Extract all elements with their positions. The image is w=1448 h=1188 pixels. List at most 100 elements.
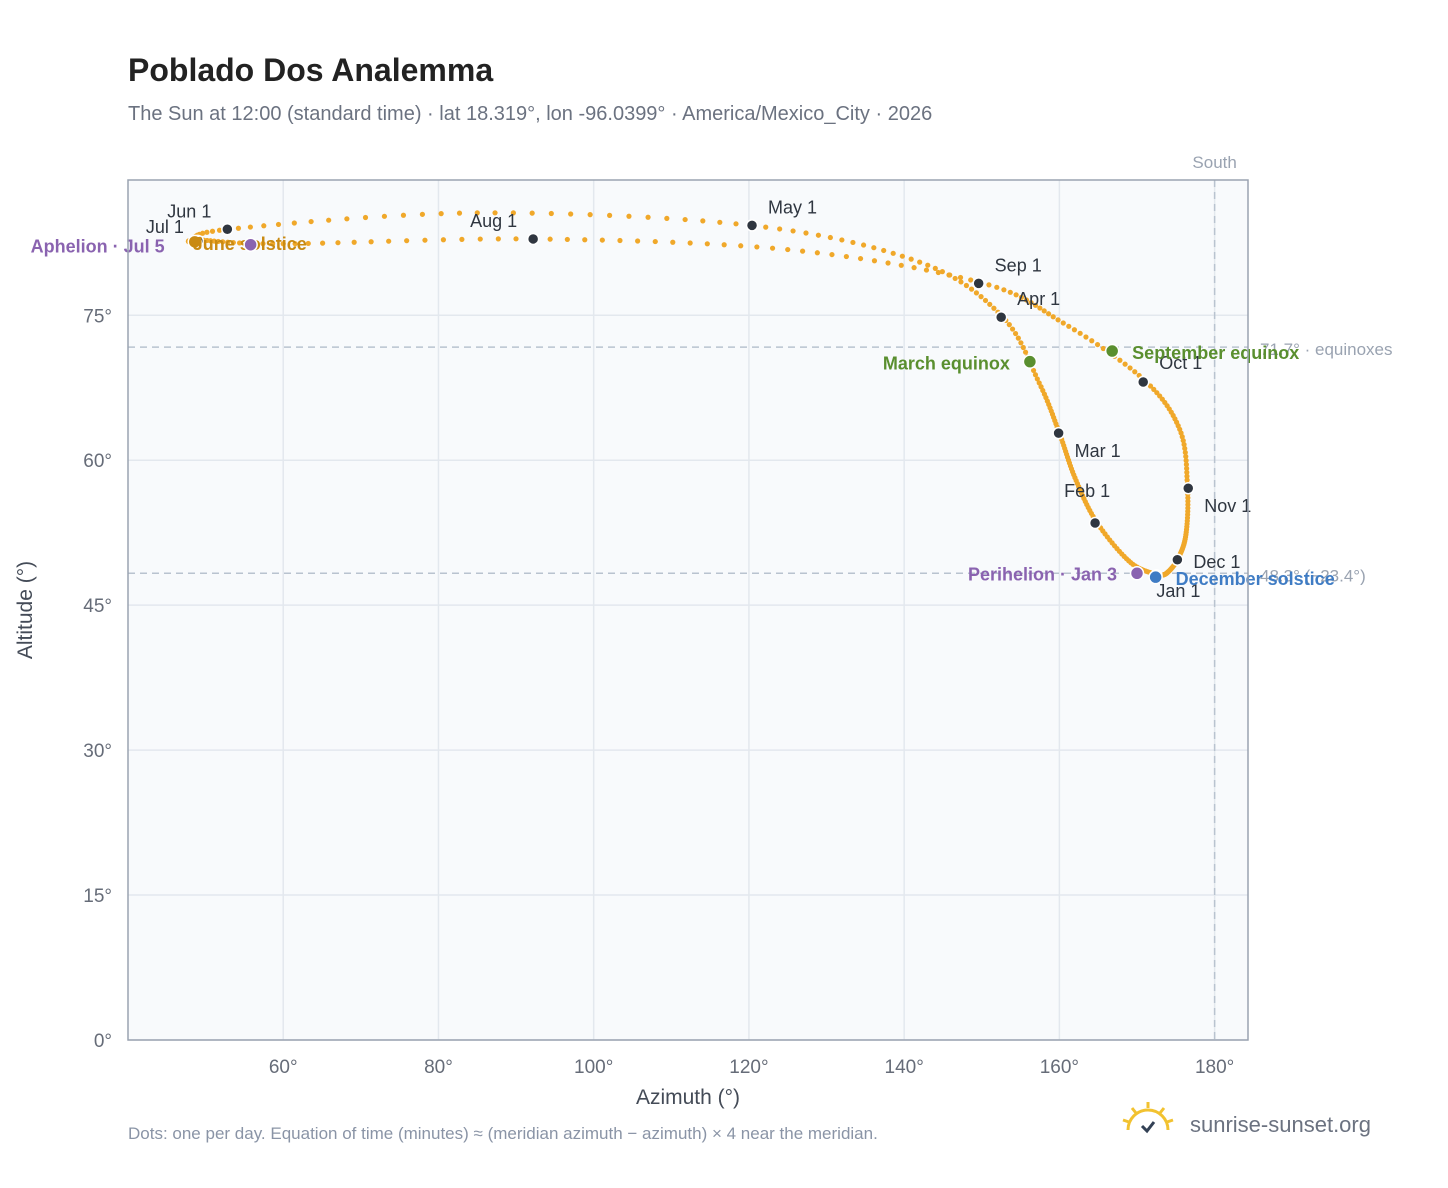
analemma-day-dot — [881, 247, 887, 254]
x-tick-label: 100° — [574, 1057, 613, 1078]
analemma-day-dot — [1015, 335, 1021, 341]
event-marker — [243, 237, 258, 252]
brand-logo-link[interactable]: sunrise-sunset.org — [1120, 1100, 1390, 1148]
analemma-day-dot — [1041, 308, 1047, 314]
analemma-day-dot — [400, 212, 407, 218]
analemma-day-dot — [1009, 326, 1016, 332]
month-marker-label: Sep 1 — [995, 255, 1042, 275]
analemma-day-dot — [269, 241, 276, 247]
analemma-day-dot — [994, 284, 1000, 290]
analemma-day-dot — [1151, 386, 1157, 392]
analemma-day-dot — [326, 217, 332, 223]
analemma-day-dot — [1182, 445, 1188, 452]
analemma-day-dot — [827, 234, 833, 241]
analemma-day-dot — [968, 277, 974, 283]
analemma-day-dot — [1183, 461, 1190, 468]
analemma-day-dot — [548, 210, 554, 217]
analemma-day-dot — [963, 282, 970, 289]
month-marker — [1052, 426, 1065, 440]
analemma-day-dot — [968, 286, 975, 292]
analemma-day-dot — [1034, 376, 1040, 382]
month-marker — [972, 277, 985, 290]
analemma-day-dot — [645, 214, 651, 220]
brand-name: sunrise-sunset.org — [1190, 1112, 1371, 1137]
analemma-day-dot — [247, 224, 253, 230]
analemma-day-dot — [1020, 344, 1026, 351]
analemma-day-dot — [899, 253, 905, 259]
analemma-day-dot — [939, 269, 945, 275]
analemma-day-dot — [564, 236, 570, 243]
analemma-day-dot — [1022, 349, 1029, 355]
analemma-day-dot — [952, 275, 958, 282]
y-tick-label: 75° — [83, 306, 112, 327]
analemma-day-dot — [404, 238, 410, 244]
analemma-day-dot — [225, 239, 231, 245]
analemma-day-dot — [803, 230, 809, 236]
reference-lines: South 71.7° · equinoxes 48.3° (−23.4°) — [128, 153, 1393, 1040]
analemma-day-dot — [687, 240, 693, 246]
event-label: Aphelion · Jul 5 — [31, 237, 165, 257]
analemma-day-dot — [1066, 323, 1072, 329]
y-tick-label: 15° — [83, 886, 112, 907]
x-tick-label: 120° — [729, 1057, 768, 1078]
analemma-day-dot — [890, 250, 896, 256]
analemma-day-dot — [626, 213, 632, 219]
analemma-day-dot — [275, 221, 282, 228]
footnote: Dots: one per day. Equation of time (min… — [128, 1124, 878, 1143]
analemma-day-dot — [261, 223, 267, 229]
analemma-day-dot — [1180, 437, 1186, 444]
analemma-day-dot — [978, 294, 984, 300]
analemma-day-dot — [908, 256, 914, 262]
analemma-day-dot — [917, 259, 923, 265]
analemma-day-dot — [1183, 453, 1189, 460]
event-marker — [1022, 354, 1038, 369]
analemma-day-dot — [220, 239, 226, 245]
analemma-day-dot — [843, 253, 849, 260]
x-axis-title: Azimuth (°) — [636, 1086, 740, 1109]
analemma-day-dot — [721, 242, 727, 248]
month-marker — [1181, 481, 1195, 495]
y-axis-title: Altitude (°) — [14, 561, 37, 659]
analemma-day-dot — [459, 236, 465, 242]
event-label: March equinox — [883, 354, 1010, 374]
analemma-day-dot — [1122, 361, 1128, 367]
analemma-day-dot — [582, 237, 588, 243]
month-marker — [1088, 516, 1102, 530]
analemma-day-dot — [763, 224, 769, 230]
x-tick-label: 60° — [269, 1057, 298, 1078]
analemma-day-dot — [777, 226, 783, 232]
analemma-day-dot — [857, 255, 864, 262]
analemma-day-dot — [492, 210, 498, 216]
event-label: September equinox — [1132, 343, 1299, 363]
analemma-day-dot — [850, 239, 856, 246]
analemma-day-dot — [754, 244, 760, 250]
analemma-day-dot — [973, 290, 980, 296]
plot-frame — [127, 179, 1249, 1041]
y-tick-label: 0° — [94, 1031, 112, 1052]
analemma-day-dot — [790, 228, 796, 234]
analemma-day-dot — [1184, 477, 1190, 483]
analemma-day-dot — [1028, 299, 1034, 306]
month-marker — [526, 232, 540, 246]
analemma-day-dot — [1030, 367, 1037, 374]
month-marker — [221, 223, 234, 236]
month-marker-label: Mar 1 — [1075, 441, 1121, 461]
analemma-day-dot — [1036, 380, 1042, 386]
analemma-day-dot — [368, 239, 374, 245]
analemma-day-dot — [785, 246, 791, 253]
analemma-day-dot — [932, 265, 938, 271]
month-marker-label: Jun 1 — [167, 201, 211, 221]
analemma-day-dot — [260, 241, 266, 247]
analemma-day-dot — [1055, 317, 1061, 323]
analemma-day-dot — [987, 301, 993, 307]
analemma-day-dot — [733, 221, 739, 227]
month-marker-label: Apr 1 — [1017, 289, 1060, 309]
analemma-day-dot — [1132, 369, 1138, 375]
x-tick-label: 180° — [1195, 1057, 1234, 1078]
analemma-day-dot — [1184, 473, 1190, 479]
analemma-day-dot — [860, 242, 867, 248]
analemma-day-dot — [422, 237, 428, 243]
analemma-day-dot — [547, 236, 553, 242]
analemma-day-dot — [923, 267, 930, 273]
